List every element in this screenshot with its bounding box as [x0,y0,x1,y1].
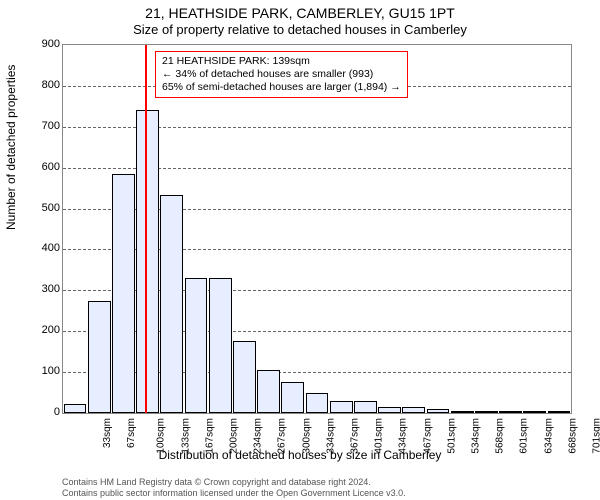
footer-line-2: Contains public sector information licen… [62,488,406,498]
histogram-bar [451,411,474,413]
histogram-bar [330,401,353,413]
property-marker-line [145,45,147,413]
histogram-bar [112,174,135,413]
x-tick-label: 100sqm [156,418,167,454]
x-tick-label: 267sqm [277,418,288,454]
histogram-bar [475,411,498,413]
x-tick-label: 401sqm [374,418,385,454]
x-tick-label: 467sqm [422,418,433,454]
histogram-bar [548,411,571,413]
x-tick-label: 133sqm [180,418,191,454]
x-tick-label: 501sqm [446,418,457,454]
y-tick-label: 300 [26,284,60,295]
footer-attribution: Contains HM Land Registry data © Crown c… [62,477,406,498]
histogram-bar [402,407,425,413]
chart-container: 21, HEATHSIDE PARK, CAMBERLEY, GU15 1PT … [0,0,600,500]
x-tick-label: 634sqm [543,418,554,454]
histogram-bar [209,278,232,413]
y-tick-label: 800 [26,80,60,91]
x-tick-label: 701sqm [591,418,600,454]
histogram-bar [64,404,87,413]
chart-subtitle: Size of property relative to detached ho… [0,22,600,37]
callout-line: 65% of semi-detached houses are larger (… [162,81,401,94]
histogram-bar [306,393,329,413]
histogram-bar [88,301,111,413]
histogram-bar [160,195,183,413]
callout-box: 21 HEATHSIDE PARK: 139sqm← 34% of detach… [155,51,408,98]
histogram-bar [378,407,401,413]
x-tick-label: 234sqm [253,418,264,454]
histogram-bar [136,110,159,413]
histogram-bar [499,411,522,413]
y-tick-label: 700 [26,121,60,132]
x-tick-label: 601sqm [519,418,530,454]
x-tick-label: 300sqm [301,418,312,454]
y-tick-label: 400 [26,243,60,254]
histogram-bar [257,370,280,413]
histogram-bar [281,382,304,413]
y-tick-label: 200 [26,325,60,336]
x-tick-label: 668sqm [567,418,578,454]
x-tick-label: 33sqm [102,418,113,448]
y-tick-label: 0 [26,407,60,418]
histogram-bar [523,411,546,413]
histogram-bar [354,401,377,413]
x-axis-label: Distribution of detached houses by size … [0,448,600,462]
x-tick-label: 534sqm [471,418,482,454]
x-tick-label: 334sqm [325,418,336,454]
x-tick-label: 568sqm [495,418,506,454]
x-tick-label: 434sqm [398,418,409,454]
x-tick-label: 200sqm [229,418,240,454]
x-tick-label: 167sqm [204,418,215,454]
histogram-bar [233,341,256,413]
histogram-bar [185,278,208,413]
chart-title: 21, HEATHSIDE PARK, CAMBERLEY, GU15 1PT [0,5,600,21]
footer-line-1: Contains HM Land Registry data © Crown c… [62,477,406,487]
y-axis-label: Number of detached properties [4,65,18,230]
plot-area: 21 HEATHSIDE PARK: 139sqm← 34% of detach… [62,44,572,414]
y-tick-label: 900 [26,39,60,50]
y-tick-label: 100 [26,366,60,377]
y-tick-label: 500 [26,203,60,214]
y-tick-label: 600 [26,162,60,173]
x-tick-label: 67sqm [126,418,137,448]
histogram-bar [427,409,450,413]
callout-line: ← 34% of detached houses are smaller (99… [162,68,401,81]
x-tick-label: 367sqm [350,418,361,454]
callout-line: 21 HEATHSIDE PARK: 139sqm [162,55,401,68]
